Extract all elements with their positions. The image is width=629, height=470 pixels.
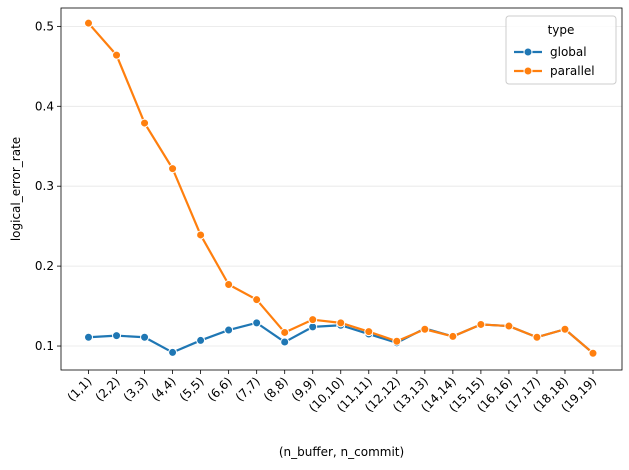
legend-title: type [548, 23, 575, 37]
point-parallel-18 [588, 348, 598, 358]
point-parallel-5 [224, 279, 234, 289]
point-parallel-3 [168, 164, 178, 174]
point-global-4 [196, 335, 206, 345]
x-tick-label-0: (1,1) [65, 374, 95, 404]
point-global-0 [84, 332, 93, 342]
legend-marker-parallel [523, 66, 533, 76]
y-axis-label: logical_error_rate [9, 137, 23, 241]
point-parallel-1 [112, 50, 122, 60]
legend-marker-global [523, 47, 533, 57]
series-parallel [84, 18, 598, 358]
x-tick-label-1: (2,2) [93, 374, 123, 404]
x-tick-label-2: (3,3) [121, 374, 151, 404]
point-global-2 [140, 332, 150, 342]
point-global-5 [224, 325, 234, 335]
series-layer [84, 18, 598, 358]
point-parallel-16 [532, 332, 542, 342]
point-parallel-14 [476, 319, 486, 329]
point-parallel-0 [84, 18, 93, 28]
legend-items: global parallel [514, 45, 595, 78]
point-parallel-10 [364, 327, 374, 337]
point-parallel-11 [392, 336, 402, 346]
legend: type global parallel [505, 15, 617, 85]
point-parallel-17 [560, 324, 570, 334]
point-parallel-6 [252, 295, 262, 305]
grid-lines [61, 25, 622, 347]
x-tick-label-5: (6,6) [205, 374, 235, 404]
point-global-7 [280, 337, 290, 347]
x-tick-label-6: (7,7) [233, 374, 263, 404]
x-tick-label-3: (4,4) [149, 374, 179, 404]
y-tick-label-4: 0.5 [35, 19, 54, 33]
point-parallel-7 [280, 327, 290, 337]
x-axis: (1,1)(2,2)(3,3)(4,4)(5,5)(6,6)(7,7)(8,8)… [65, 370, 599, 415]
legend-label-global: global [550, 45, 587, 59]
y-tick-label-2: 0.3 [35, 179, 54, 193]
x-tick-label-4: (5,5) [177, 374, 207, 404]
point-parallel-12 [420, 324, 430, 334]
y-tick-label-0: 0.1 [35, 339, 54, 353]
y-axis: 0.1 0.2 0.3 0.4 0.5 [35, 19, 61, 353]
legend-box [505, 15, 617, 85]
x-axis-label: (n_buffer, n_commit) [279, 445, 404, 459]
plot-area-frame [60, 7, 623, 371]
point-global-6 [252, 318, 262, 328]
point-parallel-13 [448, 331, 458, 341]
point-parallel-15 [504, 321, 514, 331]
point-global-1 [112, 331, 122, 341]
x-tick-label-7: (8,8) [261, 374, 291, 404]
legend-label-parallel: parallel [550, 64, 595, 78]
point-parallel-8 [308, 315, 318, 325]
y-tick-label-3: 0.4 [35, 99, 54, 113]
point-parallel-2 [140, 118, 150, 128]
point-parallel-9 [336, 318, 346, 328]
point-parallel-4 [196, 230, 206, 240]
y-tick-label-1: 0.2 [35, 259, 54, 273]
point-global-3 [168, 347, 178, 357]
